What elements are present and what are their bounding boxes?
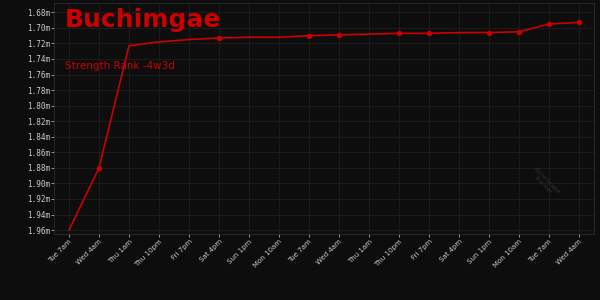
Point: [304, 33, 314, 38]
Text: Strength Rank -4w3d: Strength Rank -4w3d: [65, 61, 175, 71]
Point: [394, 31, 404, 36]
Point: [214, 36, 224, 40]
Point: [334, 32, 344, 37]
Point: [94, 166, 104, 170]
Point: [424, 31, 434, 36]
Point: [514, 29, 524, 34]
Point: [544, 22, 554, 26]
Point: [484, 30, 494, 35]
Text: Buchimgae: Buchimgae: [65, 8, 221, 31]
Point: [574, 20, 584, 25]
Text: RuneScape
Tracker: RuneScape Tracker: [529, 167, 562, 200]
